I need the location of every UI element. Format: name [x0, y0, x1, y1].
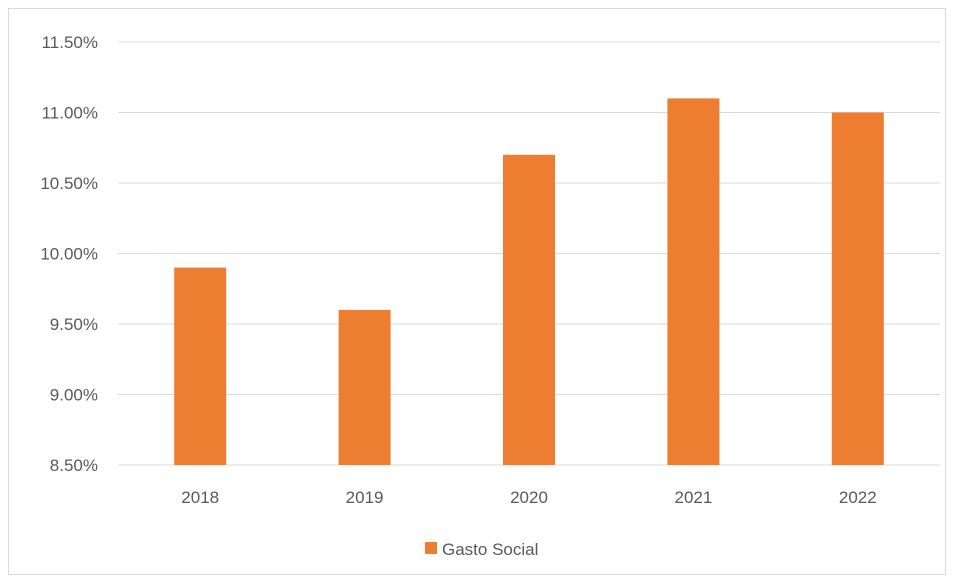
y-tick-label: 11.00% — [42, 104, 98, 123]
bar-2022 — [831, 112, 884, 465]
x-tick-label: 2021 — [674, 488, 712, 507]
bar-2021 — [667, 98, 720, 466]
y-tick-label: 8.50% — [50, 456, 98, 475]
y-tick-label: 10.00% — [40, 245, 98, 264]
y-tick-label: 9.00% — [50, 386, 98, 405]
y-axis-ticks: 8.50% 9.00% 9.50% 10.00% 10.50% 11.00% 11.50% — [40, 33, 98, 475]
chart-frame — [8, 8, 946, 575]
bar-2020 — [503, 154, 555, 466]
x-tick-label: 2022 — [839, 488, 877, 507]
y-tick-label: 10.50% — [40, 174, 98, 193]
legend-swatch-gasto-social — [425, 542, 437, 554]
x-tick-label: 2020 — [510, 488, 548, 507]
legend-label-gasto-social: Gasto Social — [442, 540, 538, 559]
bar-2018 — [174, 267, 227, 465]
x-axis-ticks: 2018 2019 2020 2021 2022 — [181, 488, 876, 507]
y-tick-label: 11.50% — [42, 33, 98, 52]
y-tick-label: 9.50% — [50, 315, 98, 334]
bars — [174, 98, 884, 466]
x-tick-label: 2019 — [346, 488, 384, 507]
bar-2019 — [338, 309, 391, 465]
legend: Gasto Social — [425, 540, 538, 559]
x-tick-label: 2018 — [181, 488, 219, 507]
